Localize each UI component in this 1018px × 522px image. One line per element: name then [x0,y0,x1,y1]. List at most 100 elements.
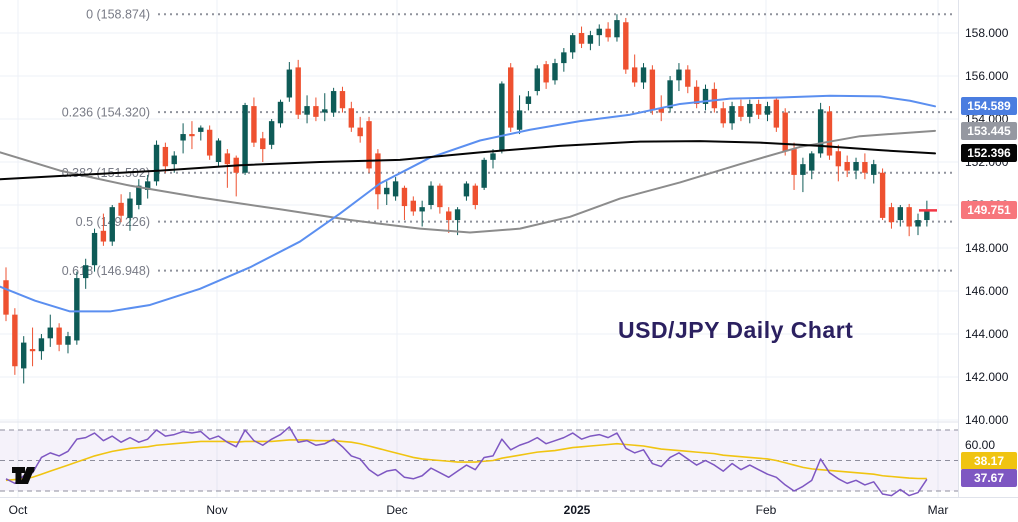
candle-up [47,327,53,339]
rsi-tick-label: 60.00 [965,438,996,453]
candle-up [534,68,540,92]
time-axis-label: Oct [8,503,28,517]
candle-up [136,185,142,205]
candle-down [631,67,638,83]
price-axis[interactable]: 158.000156.000154.000152.000150.000148.0… [958,0,1018,497]
time-axis-label: Feb [755,503,777,517]
ma-line-blue[interactable] [0,94,936,313]
time-axis-label: Nov [206,503,228,517]
ma-blue-value-badge: 154.589 [961,97,1017,116]
price-tick-label: 158.000 [965,26,1009,40]
candle-down [189,134,195,137]
candle-up [490,153,496,160]
chart-title-watermark: USD/JPY Daily Chart [618,317,854,343]
candle-up [499,83,505,152]
candle-up [516,110,523,130]
candle-up [21,342,27,369]
candle-up [764,106,771,115]
candle-up [596,28,602,36]
candle-down [543,64,549,83]
candle-up [330,91,337,113]
candle-down [162,146,169,167]
candle-up [702,88,709,104]
price-tick-label: 148.000 [965,241,1009,255]
candle-up [215,140,222,162]
price-tick-label: 142.000 [965,370,1009,384]
candle-down [649,69,656,111]
candle-up [924,210,930,221]
candle-up [897,207,904,221]
candle-down [29,349,36,352]
candle-up [242,105,248,173]
candle-up [640,67,647,83]
candle-up [198,127,204,132]
candle-down [773,99,780,128]
candle-down [366,121,372,169]
ma-line-black[interactable] [0,140,936,181]
candle-up [38,338,45,352]
candle-down [782,112,788,152]
candle-down [685,69,691,87]
candle-up [552,63,558,81]
candle-up [817,109,824,154]
candle-up [614,20,620,38]
candle-down [3,280,9,315]
candle-up [454,209,461,221]
candle-down [375,153,381,195]
fib-level-label: 0.618 (146.948) [62,264,150,278]
candle-down [826,111,833,156]
candle-down [835,151,842,167]
candle-down [401,187,408,207]
candle-down [791,149,797,175]
ma-gray-value-badge: 153.445 [961,121,1017,140]
rsi-line[interactable] [5,426,928,497]
candle-down [711,88,718,109]
time-axis[interactable]: Oct Nov Dec 2025 Feb Mar [0,497,1018,522]
candle-up [569,35,576,53]
candle-up [384,187,390,195]
candle-down [879,172,886,218]
candle-up [65,336,71,345]
candle-down [888,207,895,223]
candle-up [729,106,735,124]
candle-up [74,278,80,341]
candle-down [578,33,585,44]
candle-up [109,207,115,242]
candle-down [348,108,355,128]
rsi-ma-value-badge: 38.17 [961,452,1017,470]
candle-down [738,106,744,117]
rsi-value-badge: 37.67 [961,469,1017,487]
candle-down [437,185,443,208]
ma-line-gray[interactable] [0,129,936,234]
candle-up [180,134,186,141]
candle-down [118,202,124,216]
candle-down [206,129,213,156]
candle-down [720,108,726,124]
candle-down [605,28,611,38]
candle-up [853,162,859,171]
ma-black-value-badge: 152.396 [961,144,1017,163]
candle-down [862,162,868,173]
candle-up [481,159,487,188]
candle-up [747,103,753,117]
candle-up [91,232,98,266]
chart-canvas[interactable]: 0 (158.874)0.236 (154.320)0.382 (151.502… [0,0,958,497]
candle-down [56,327,62,345]
candle-down [623,22,629,70]
price-tick-label: 146.000 [965,284,1009,298]
candle-down [755,103,762,115]
candle-down [658,108,664,113]
candle-up [871,164,877,175]
tradingview-logo-icon[interactable] [11,466,41,486]
candle-up [561,52,567,64]
candle-down [357,127,363,137]
last-price-badge: 149.751 [961,201,1017,220]
candle-down [508,67,514,128]
candle-up [525,96,532,104]
candle-up [800,164,806,175]
candle-up [587,35,594,44]
candle-up [286,69,293,98]
candle-down [339,91,346,109]
rsi-ma-line[interactable] [5,439,927,482]
candle-down [260,138,266,150]
